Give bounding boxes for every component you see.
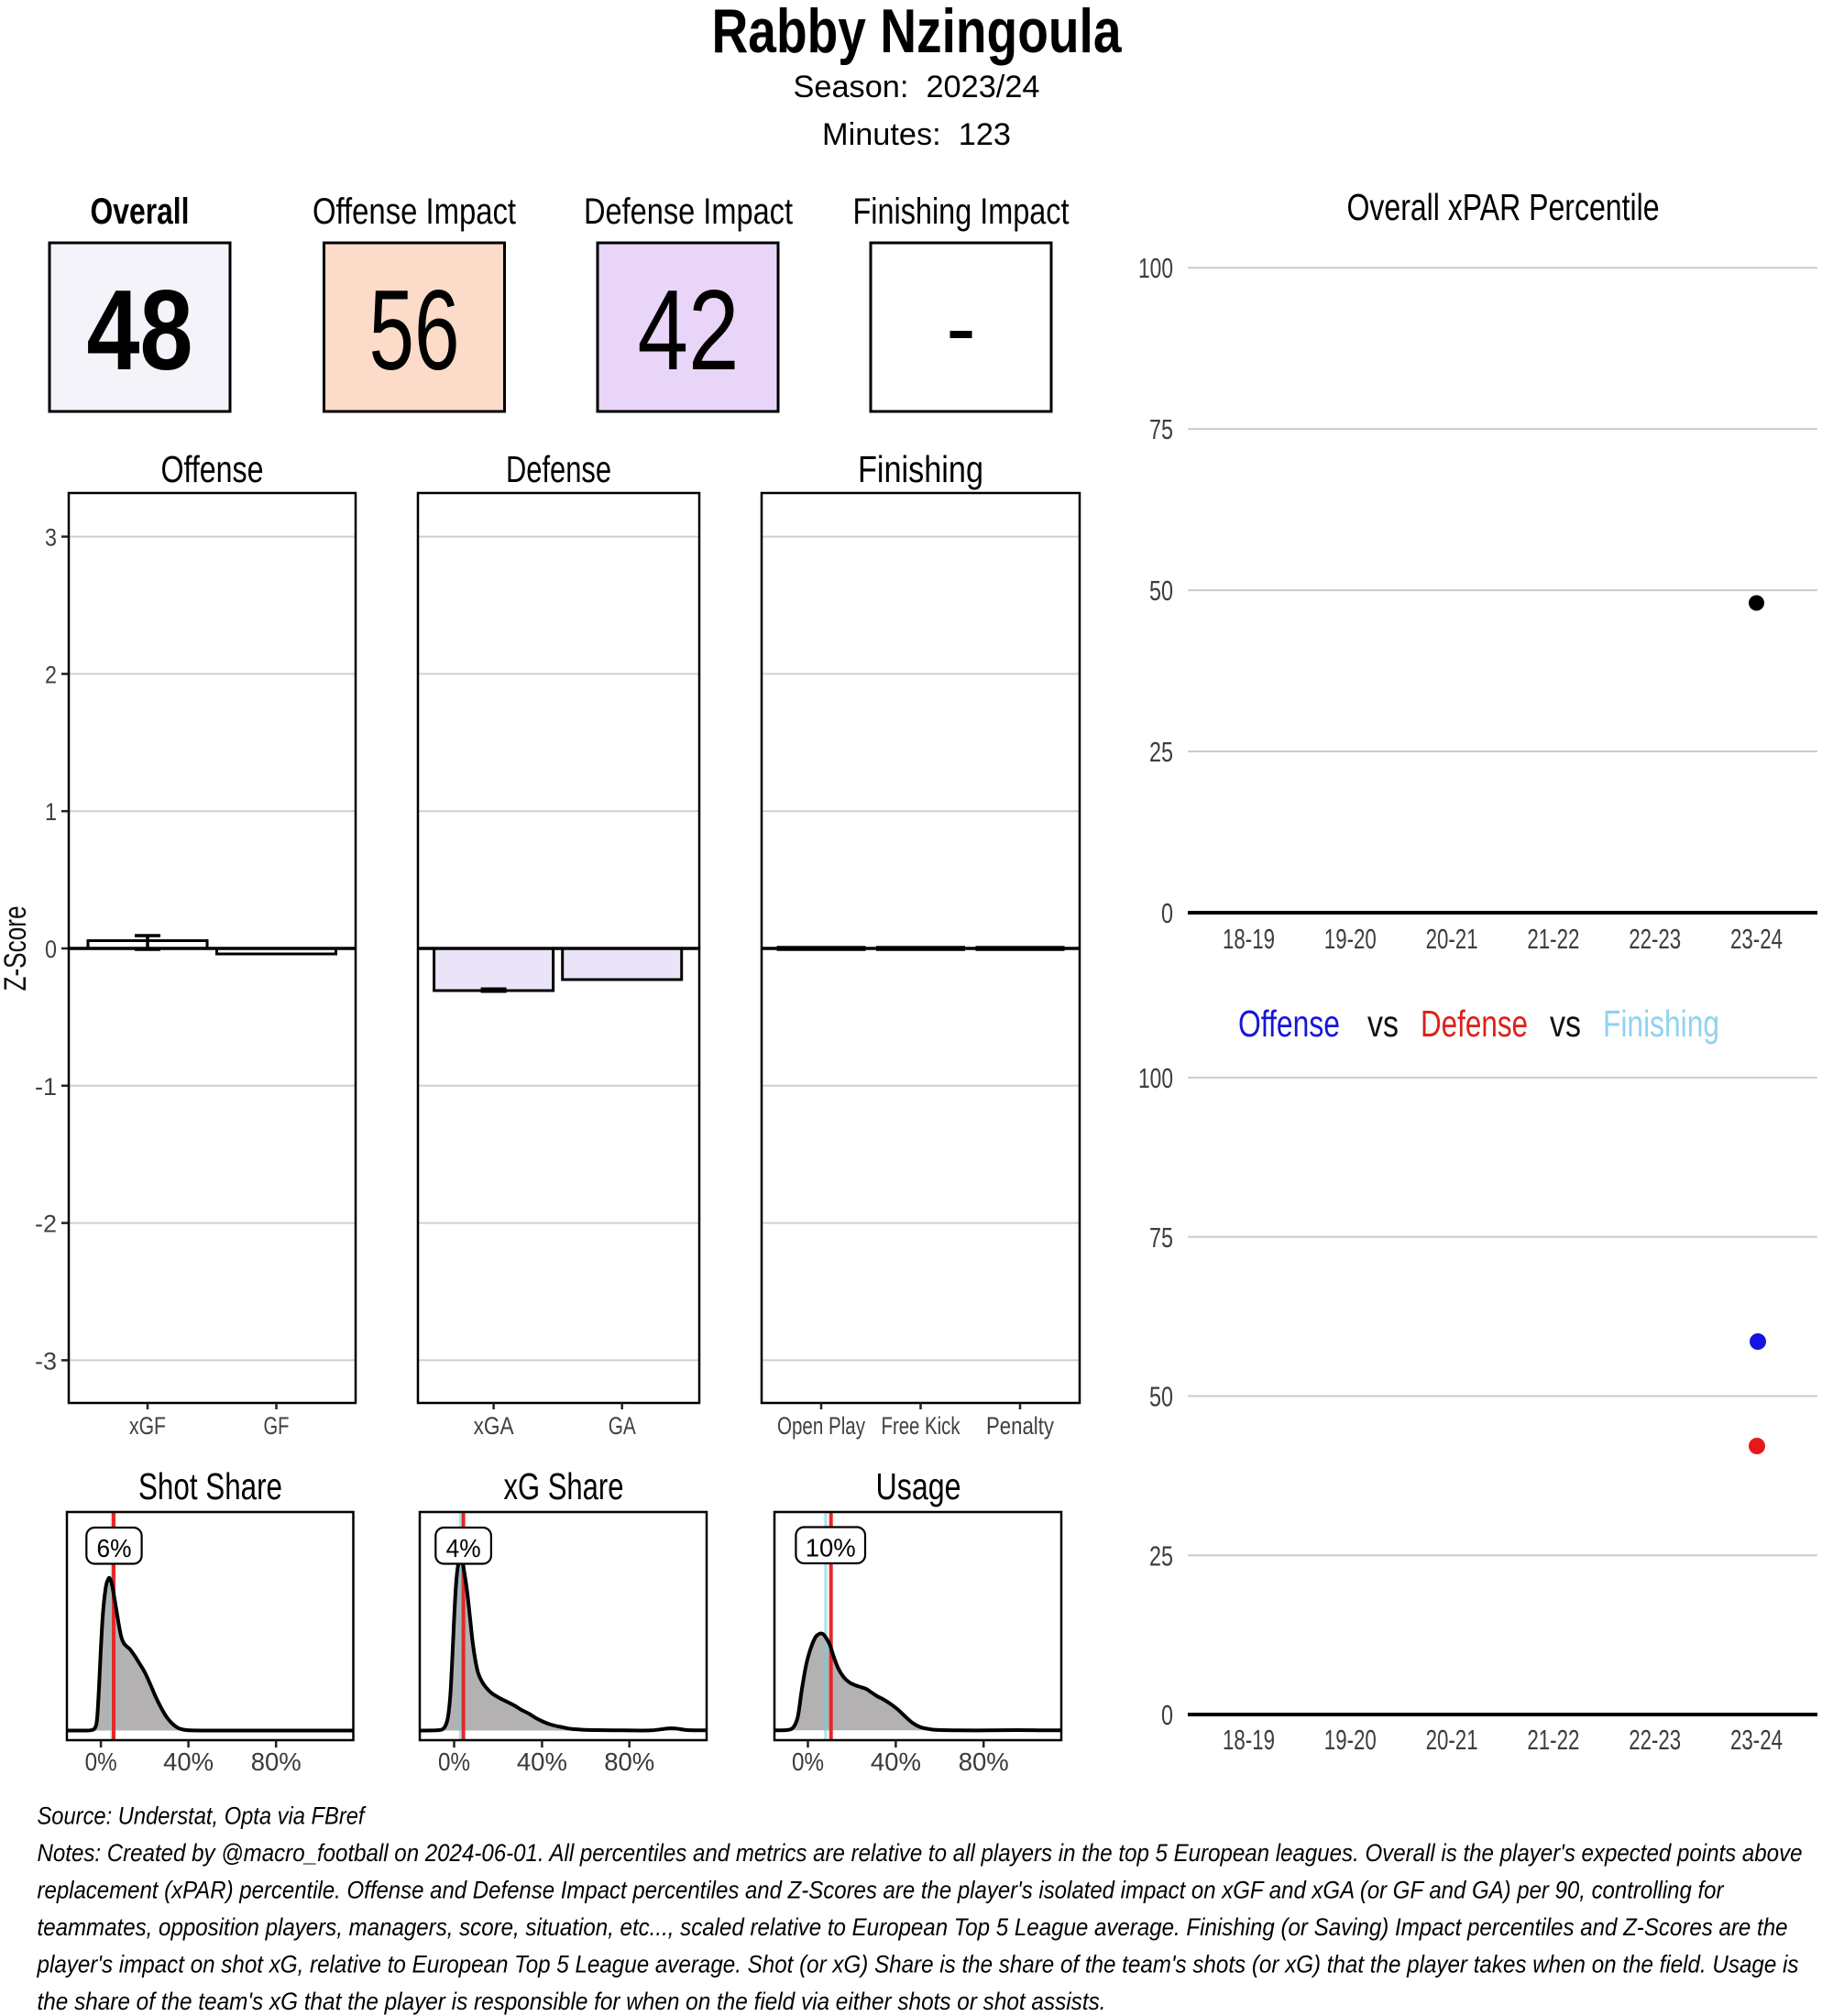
svg-text:Overall: Overall — [91, 192, 190, 232]
svg-text:GF: GF — [264, 1412, 290, 1440]
svg-text:20-21: 20-21 — [1426, 923, 1478, 955]
svg-text:10%: 10% — [806, 1534, 856, 1562]
svg-text:Finishing: Finishing — [1603, 1003, 1719, 1045]
svg-text:xG Share: xG Share — [504, 1465, 624, 1507]
svg-text:25: 25 — [1149, 736, 1173, 768]
svg-text:40%: 40% — [871, 1748, 921, 1776]
svg-text:18-19: 18-19 — [1223, 923, 1275, 955]
svg-text:21-22: 21-22 — [1527, 923, 1579, 955]
svg-text:19-20: 19-20 — [1324, 1724, 1377, 1756]
svg-text:-1: -1 — [35, 1073, 57, 1101]
svg-text:Rabby Nzingoula: Rabby Nzingoula — [712, 0, 1123, 66]
svg-text:0: 0 — [1161, 1699, 1173, 1731]
svg-text:Usage: Usage — [876, 1465, 961, 1507]
svg-text:vs: vs — [1367, 1003, 1399, 1045]
svg-text:0: 0 — [1161, 897, 1173, 929]
svg-text:20-21: 20-21 — [1426, 1724, 1478, 1756]
svg-text:xGF: xGF — [129, 1412, 166, 1440]
svg-text:23-24: 23-24 — [1730, 923, 1783, 955]
svg-text:vs: vs — [1550, 1003, 1581, 1045]
svg-text:100: 100 — [1138, 1062, 1173, 1094]
svg-text:22-23: 22-23 — [1629, 1724, 1681, 1756]
svg-text:75: 75 — [1149, 1222, 1173, 1254]
svg-text:-3: -3 — [35, 1347, 57, 1375]
svg-text:0%: 0% — [85, 1748, 117, 1776]
svg-text:40%: 40% — [163, 1748, 214, 1776]
svg-text:player's impact on shot xG, re: player's impact on shot xG, relative to … — [37, 1951, 1799, 1978]
svg-text:50: 50 — [1149, 575, 1173, 607]
svg-text:22-23: 22-23 — [1629, 923, 1681, 955]
svg-text:80%: 80% — [959, 1748, 1009, 1776]
svg-text:Offense Impact: Offense Impact — [313, 192, 516, 232]
svg-text:Season: 2023/24: Season: 2023/24 — [794, 70, 1040, 104]
svg-text:23-24: 23-24 — [1730, 1724, 1783, 1756]
svg-text:100: 100 — [1138, 252, 1173, 284]
svg-text:0: 0 — [45, 936, 57, 963]
svg-text:80%: 80% — [604, 1748, 654, 1776]
svg-text:42: 42 — [638, 268, 740, 394]
svg-text:1: 1 — [45, 798, 57, 826]
svg-text:19-20: 19-20 — [1324, 923, 1377, 955]
svg-text:-2: -2 — [35, 1211, 57, 1238]
svg-text:75: 75 — [1149, 413, 1173, 445]
svg-text:80%: 80% — [251, 1748, 302, 1776]
svg-text:0%: 0% — [438, 1748, 470, 1776]
svg-text:Notes: Created by @macro_footb: Notes: Created by @macro_football on 202… — [38, 1839, 1803, 1867]
svg-text:0%: 0% — [792, 1748, 824, 1776]
svg-text:Z-Score: Z-Score — [0, 906, 33, 992]
svg-text:48: 48 — [87, 268, 193, 394]
svg-text:6%: 6% — [97, 1534, 132, 1562]
svg-text:4%: 4% — [446, 1534, 481, 1562]
svg-text:3: 3 — [45, 524, 57, 552]
svg-text:Open Play: Open Play — [777, 1412, 865, 1440]
svg-text:56: 56 — [369, 268, 460, 394]
svg-text:Offense: Offense — [1238, 1003, 1340, 1045]
svg-text:replacement (xPAR) percentile.: replacement (xPAR) percentile. Offense a… — [38, 1877, 1725, 1904]
svg-text:Penalty: Penalty — [986, 1412, 1054, 1440]
svg-text:Finishing: Finishing — [858, 448, 983, 490]
svg-text:Defense: Defense — [1421, 1003, 1528, 1045]
svg-text:Shot Share: Shot Share — [138, 1465, 282, 1507]
svg-text:GA: GA — [609, 1412, 636, 1440]
svg-text:the share of the team's xG tha: the share of the team's xG that the play… — [38, 1988, 1106, 2015]
svg-text:2: 2 — [45, 661, 57, 688]
svg-text:50: 50 — [1149, 1381, 1173, 1413]
svg-text:Finishing Impact: Finishing Impact — [853, 192, 1070, 232]
svg-text:40%: 40% — [517, 1748, 567, 1776]
svg-text:xGA: xGA — [474, 1412, 514, 1440]
svg-text:Offense: Offense — [161, 448, 264, 490]
svg-text:Source: Understat, Opta via FB: Source: Understat, Opta via FBref — [38, 1802, 367, 1830]
svg-text:18-19: 18-19 — [1223, 1724, 1275, 1756]
svg-text:Free Kick: Free Kick — [882, 1412, 960, 1440]
svg-text:Defense: Defense — [506, 448, 611, 490]
svg-text:Defense Impact: Defense Impact — [584, 192, 793, 232]
svg-text:teammates, opposition players,: teammates, opposition players, managers,… — [38, 1913, 1788, 1941]
svg-text:Minutes: 123: Minutes: 123 — [822, 117, 1011, 152]
svg-text:Overall xPAR Percentile: Overall xPAR Percentile — [1347, 186, 1660, 228]
svg-text:25: 25 — [1149, 1539, 1173, 1572]
svg-text:21-22: 21-22 — [1527, 1724, 1579, 1756]
